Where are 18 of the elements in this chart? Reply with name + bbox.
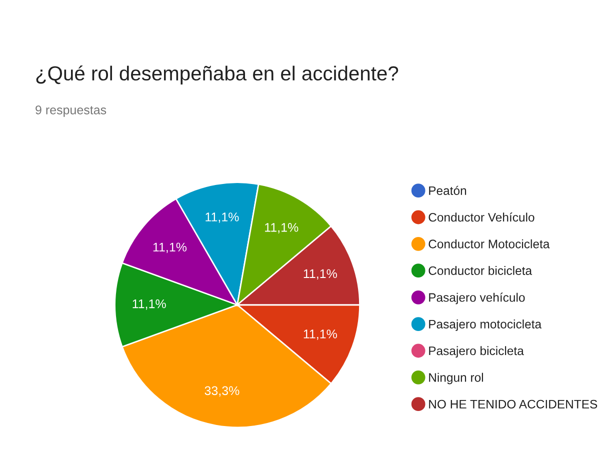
chart-subtitle: 9 respuestas — [36, 106, 106, 117]
data-label: 11,1% — [132, 299, 166, 310]
legend-label: Pasajero motocicleta — [429, 320, 542, 331]
data-label: 11,1% — [304, 330, 337, 340]
legend-label: Pasajero bicicleta — [429, 346, 524, 358]
legend-label: Pasajero vehículo — [429, 292, 525, 304]
data-label: 11,1% — [153, 242, 187, 254]
legend-label: Conductor Vehículo — [428, 212, 534, 222]
legend-label: Peatón — [429, 186, 466, 195]
data-label: 11,1% — [206, 212, 239, 223]
legend-label: Conductor Motocicleta — [428, 239, 550, 248]
data-label: 11,1% — [265, 223, 298, 234]
legend-label: Ningun rol — [429, 372, 484, 384]
legend-label: Conductor bicicleta — [428, 266, 532, 275]
chart-title: ¿Qué rol desempeñaba en el accidente? — [36, 65, 398, 85]
data-label: 33,3% — [204, 386, 240, 397]
legend-label: NO HE TENIDO ACCIDENTES — [429, 400, 598, 408]
data-label: 11,1% — [304, 269, 337, 280]
